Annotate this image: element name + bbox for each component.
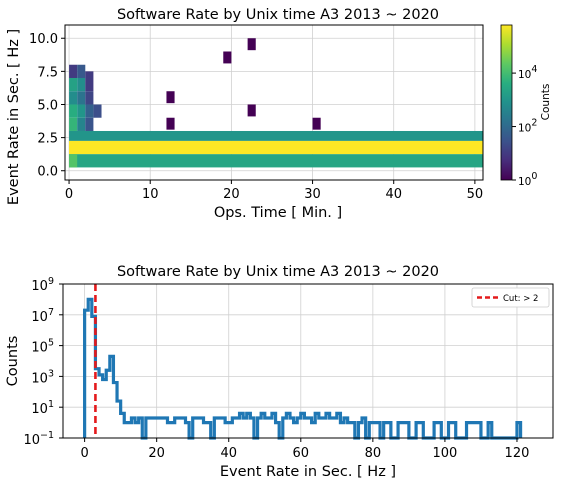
colorbar-tick-label: 102 xyxy=(518,118,537,135)
y-tick-label: 105 xyxy=(31,338,54,356)
heatmap-cell xyxy=(69,154,78,168)
x-tick-label: 120 xyxy=(505,446,530,461)
heatmap-cell xyxy=(77,117,86,131)
heatmap-cell xyxy=(77,77,86,92)
heatmap-cell xyxy=(77,91,86,105)
heatmap-cell xyxy=(69,154,483,168)
heatmap-cell xyxy=(166,91,175,104)
heatmap-chart: Software Rate by Unix time A3 2013 ~ 202… xyxy=(6,7,552,221)
y-tick-label: 109 xyxy=(31,276,54,294)
heatmap-cell xyxy=(69,130,483,141)
heatmap-cell xyxy=(247,104,256,117)
colorbar-tick-label: 100 xyxy=(518,171,537,188)
heatmap-x-ticks: 0 10 20 30 40 50 xyxy=(65,180,483,202)
heatmap-cell xyxy=(85,104,94,118)
x-tick-label: 20 xyxy=(148,446,165,461)
y-tick-label: 0.0 xyxy=(37,165,58,180)
heatmap-cell xyxy=(85,117,94,131)
heatmap-cell xyxy=(93,104,102,118)
y-tick-label: 2.5 xyxy=(37,132,58,147)
heatmap-cell xyxy=(69,91,78,105)
histogram-x-ticks: 0 20 40 60 80 100 120 xyxy=(80,438,529,461)
heatmap-grid xyxy=(65,25,483,180)
heatmap-cell xyxy=(77,64,86,78)
heatmap-cell xyxy=(69,117,78,131)
colorbar-ticks: 100 102 104 xyxy=(512,64,537,188)
heatmap-cell xyxy=(77,104,86,118)
x-tick-label: 60 xyxy=(293,446,310,461)
y-tick-label: 10−1 xyxy=(23,430,54,448)
colorbar: 100 102 104 Counts xyxy=(500,24,552,188)
y-tick-label: 101 xyxy=(31,399,54,417)
x-tick-label: 30 xyxy=(304,187,321,202)
x-tick-label: 10 xyxy=(142,187,159,202)
y-tick-label: 107 xyxy=(31,307,54,325)
colorbar-gradient xyxy=(500,24,513,181)
histogram-y-ticks: 10−1 101 103 105 107 109 xyxy=(23,276,63,448)
histogram-frame xyxy=(62,283,554,439)
y-tick-label: 10.0 xyxy=(29,32,58,47)
y-tick-label: 7.5 xyxy=(37,65,58,80)
x-tick-label: 80 xyxy=(365,446,382,461)
heatmap-frame xyxy=(64,24,484,181)
x-tick-label: 50 xyxy=(467,187,484,202)
legend-box xyxy=(471,287,550,308)
histogram-x-label: Event Rate in Sec. [ Hz ] xyxy=(220,464,396,480)
heatmap-cells xyxy=(69,38,483,168)
heatmap-title: Software Rate by Unix time A3 2013 ~ 202… xyxy=(117,7,439,23)
heatmap-cell xyxy=(247,38,256,51)
x-tick-label: 20 xyxy=(223,187,240,202)
heatmap-cell xyxy=(85,71,94,92)
histogram-y-label: Counts xyxy=(5,336,21,387)
heatmap-cell xyxy=(69,64,78,78)
histogram-chart: Software Rate by Unix time A3 2013 ~ 202… xyxy=(5,264,554,480)
heatmap-x-label: Ops. Time [ Min. ] xyxy=(214,205,342,221)
heatmap-cell xyxy=(312,117,321,130)
y-tick-label: 103 xyxy=(31,368,54,386)
heatmap-y-label: Event Rate in Sec. [ Hz ] xyxy=(6,29,22,205)
legend-label: Cut: > 2 xyxy=(503,294,538,304)
y-tick-label: 5.0 xyxy=(37,98,58,113)
x-tick-label: 0 xyxy=(80,446,88,461)
colorbar-label: Counts xyxy=(540,84,552,121)
heatmap-cell xyxy=(166,117,175,130)
heatmap-cell xyxy=(69,104,78,118)
histogram-steps xyxy=(83,297,523,440)
heatmap-cell xyxy=(223,51,232,64)
histogram-title: Software Rate by Unix time A3 2013 ~ 202… xyxy=(117,264,439,280)
legend: Cut: > 2 xyxy=(471,287,550,308)
heatmap-y-ticks: 0.0 2.5 5.0 7.5 10.0 xyxy=(29,32,65,180)
x-tick-label: 40 xyxy=(220,446,237,461)
colorbar-tick-label: 104 xyxy=(518,64,537,81)
x-tick-label: 0 xyxy=(65,187,73,202)
heatmap-cell xyxy=(69,77,78,92)
heatmap-cell xyxy=(85,91,94,105)
x-tick-label: 100 xyxy=(432,446,457,461)
x-tick-label: 40 xyxy=(385,187,402,202)
heatmap-cell xyxy=(69,140,483,155)
